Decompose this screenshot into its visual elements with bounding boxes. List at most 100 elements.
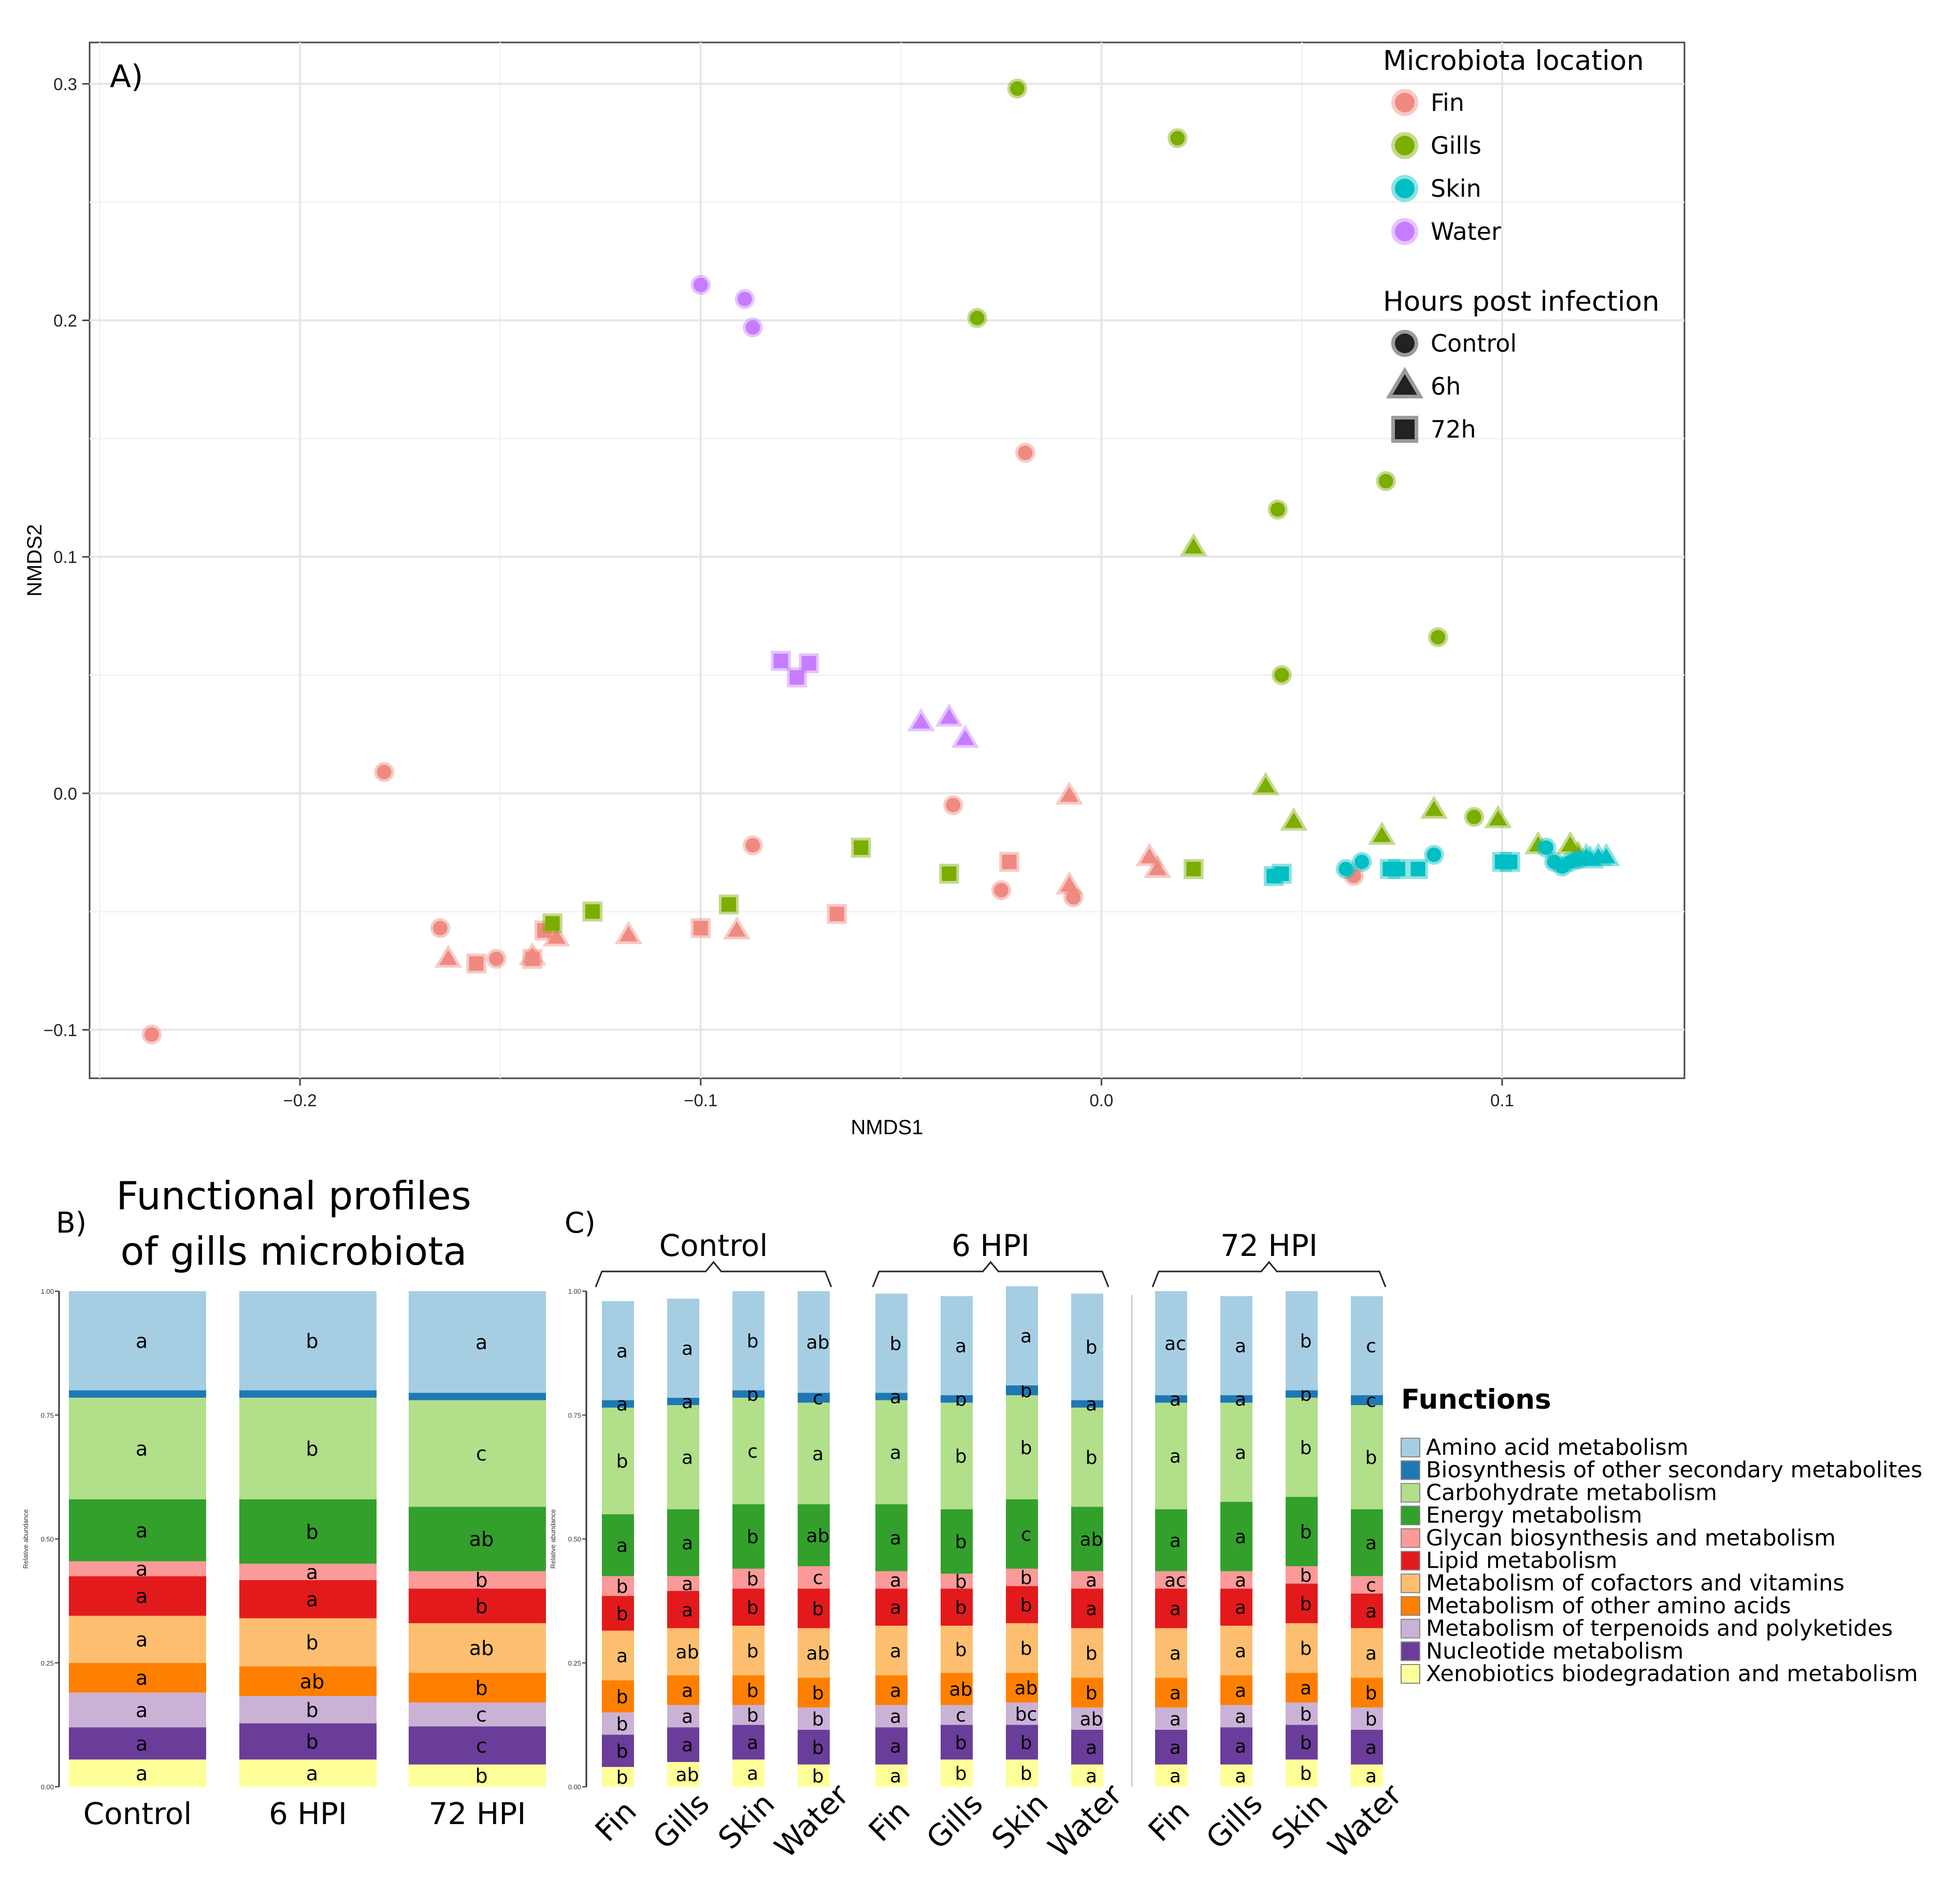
point-fin-72h [827,904,847,924]
bar-segment-carbohydrate-metabolism [1351,1405,1383,1510]
bar-segment-lipid-metabolism [1006,1586,1038,1624]
point-skin-control [1351,851,1372,872]
bar-segment-amino-acid-metabolism [1286,1291,1318,1391]
legend-swatch-biosynthesis-of-other-secondary-metabolites [1401,1460,1420,1480]
point-water-control [690,274,711,295]
point-water-6h [907,708,935,731]
bar-segment-carbohydrate-metabolism [69,1397,206,1499]
segment-letter-label: a [136,1329,148,1352]
segment-letter-label: b [1300,1638,1312,1659]
segment-letter-label: b [747,1597,759,1618]
bar-segment-energy-metabolism [1351,1509,1383,1577]
segment-letter-label: b [747,1680,759,1701]
bar-segment-metabolism-of-terpenoids-and-polyketides [409,1702,546,1727]
bar-segment-lipid-metabolism [798,1588,830,1628]
y-axis-label: Relative abundance [549,1509,557,1569]
point-water-control [743,317,763,338]
category-label: Fin [862,1794,917,1848]
segment-letter-label: a [1365,1533,1377,1554]
category-label: Skin [711,1786,781,1856]
segment-letter-label: b [616,1576,628,1597]
segment-letter-label: a [1235,1707,1246,1728]
point-gills-6h [1279,807,1308,831]
segment-letter-label: b [306,1521,318,1543]
segment-letter-label: b [812,1737,824,1758]
bar-segment-energy-metabolism [1071,1507,1103,1571]
legend-label-water: Water [1431,218,1501,245]
bar-segment-amino-acid-metabolism [602,1301,634,1400]
legend-key-6h [1386,367,1424,399]
bar-segment-amino-acid-metabolism [1220,1296,1252,1395]
point-fin-control [374,762,394,782]
segment-letter-label: b [306,1631,318,1654]
bar-segment-metabolism-of-terpenoids-and-polyketides [798,1707,830,1730]
segment-letter-label: a [136,1762,148,1785]
y-tick-label: 0.50 [568,1536,581,1543]
bar-segment-metabolism-of-cofactors-and-vitamins [239,1618,377,1667]
segment-letter-label: b [475,1676,487,1699]
bar-segment-metabolism-of-cofactors-and-vitamins [941,1625,973,1673]
bar-segment-biosynthesis-of-other-secondary-metabolites [69,1390,206,1398]
point-fin-72h [466,953,486,974]
segment-letter-label: a [1170,1643,1181,1665]
legend-swatch-carbohydrate-metabolism [1401,1483,1420,1503]
bar-segment-xenobiotics-biodegradation-and-metabolism [1220,1764,1252,1787]
bar-segment-biosynthesis-of-other-secondary-metabolites [798,1393,830,1403]
point-skin-6h [1576,845,1604,869]
segment-letter-label: b [1020,1595,1032,1616]
bar-segment-lipid-metabolism [1071,1588,1103,1628]
segment-letter-label: a [890,1570,901,1591]
segment-letter-label: b [616,1741,628,1762]
segment-letter-label: a [682,1448,693,1469]
bar-segment-metabolism-of-other-amino-acids [1286,1672,1318,1703]
point-fin-6h [1135,843,1163,866]
bar-segment-biosynthesis-of-other-secondary-metabolites [732,1390,765,1398]
segment-letter-label: b [955,1531,967,1553]
y-tick-label: 0.1 [53,547,77,567]
point-gills-control [1428,627,1448,647]
bar-segment-biosynthesis-of-other-secondary-metabolites [875,1393,907,1400]
category-label: Skin [1264,1786,1334,1856]
bar-segment-xenobiotics-biodegradation-and-metabolism [602,1767,634,1787]
point-gills-control [1464,807,1485,827]
segment-letter-label: a [682,1574,693,1595]
segment-letter-label: a [747,1732,758,1754]
bar-segment-metabolism-of-terpenoids-and-polyketides [875,1705,907,1728]
segment-letter-label: a [136,1585,148,1608]
segment-letter-label: a [1020,1326,1032,1347]
bar-segment-metabolism-of-other-amino-acids [667,1675,699,1705]
point-gills-control [1168,128,1188,149]
legend-key-control [1391,329,1419,357]
segment-letter-label: b [306,1438,318,1460]
bar-segment-metabolism-of-terpenoids-and-polyketides [1006,1702,1038,1725]
legend-key-fin [1391,89,1419,117]
point-fin-control [430,918,451,938]
segment-letter-label: bc [1015,1704,1037,1725]
point-water-6h [935,703,963,727]
bar-segment-metabolism-of-other-amino-acids [1006,1672,1038,1703]
segment-letter-label: a [812,1443,824,1465]
segment-letter-label: c [476,1734,487,1757]
y-tick-label: 0.50 [41,1536,54,1543]
segment-letter-label: a [682,1680,693,1701]
bar-segment-metabolism-of-terpenoids-and-polyketides [1286,1702,1318,1725]
bar-segment-metabolism-of-terpenoids-and-polyketides [1351,1707,1383,1730]
segment-letter-label: ab [806,1643,830,1665]
legend-label-control: Control [1431,329,1517,357]
point-gills-72h [1184,859,1204,879]
bar-segment-nucleotide-metabolism [1351,1729,1383,1765]
segment-letter-label: a [1170,1737,1181,1758]
point-water-72h [771,650,791,671]
y-tick-label: 0.75 [568,1411,581,1419]
segment-letter-label: b [1020,1638,1032,1659]
segment-letter-label: a [1365,1601,1377,1622]
point-skin-control [1336,859,1356,879]
legend-swatch-metabolism-of-cofactors-and-vitamins [1401,1573,1420,1594]
panel-b-title: of gills microbiota [120,1228,467,1274]
segment-letter-label: a [1170,1683,1181,1704]
bar-segment-lipid-metabolism [239,1580,377,1618]
bar-segment-amino-acid-metabolism [732,1291,765,1391]
y-tick-label: 1.00 [41,1288,54,1295]
bar-segment-metabolism-of-terpenoids-and-polyketides [239,1696,377,1724]
point-skin-6h [1592,843,1620,866]
